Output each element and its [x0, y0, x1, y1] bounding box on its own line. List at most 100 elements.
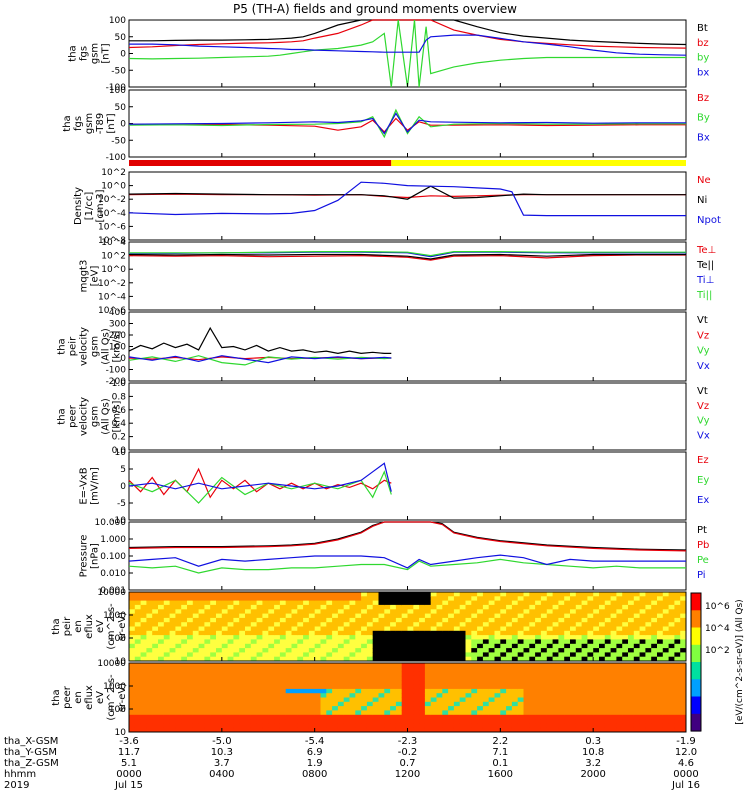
y-tick-label: 10000 [97, 588, 126, 598]
y-tick-label: -50 [111, 66, 126, 76]
legend-item: by [697, 53, 709, 64]
colorbar-segment [691, 644, 701, 663]
footer-row-label: 2019 [4, 780, 29, 791]
panel-peer-spectrogram: 10000 1000 100 10 tha peer en eflux eV (cm^2-s-sr… [51, 659, 687, 738]
legend-item: Npot [697, 215, 721, 226]
footer-value: 7.1 [492, 747, 508, 758]
y-tick-label: 0.001 [100, 586, 126, 596]
legend-item: By [697, 113, 710, 124]
footer-value: 1.9 [307, 758, 323, 769]
y-axis-label: gsm [90, 43, 101, 64]
y-axis-label: [km/s] [112, 330, 123, 362]
series-Pe [128, 558, 686, 574]
panel-e-field: 10 5 0 -5 -10 E=-VxB [mV/m] Ez Ey Ex [79, 448, 710, 526]
series-Pb [128, 521, 687, 552]
legend-item: Ez [697, 455, 709, 466]
y-tick-label: 10^-6 [98, 222, 126, 232]
footer-value: 5.1 [121, 758, 137, 769]
y-tick-label: 100 [109, 16, 126, 26]
y-tick-label: 10^-2 [98, 279, 126, 289]
series-Vt [128, 326, 392, 355]
y-axis-label: Pressure [79, 535, 90, 578]
y-axis-label: [nPa] [90, 543, 101, 569]
y-tick-label: 400 [109, 308, 126, 318]
y-axis-label: peer [62, 685, 73, 709]
y-tick-label: 10^-6 [98, 306, 126, 316]
legend-item: Bx [697, 132, 710, 143]
y-tick-label: 10^-4 [98, 209, 126, 219]
footer-value: -1.9 [676, 736, 696, 747]
panel-pressure: 10.000 1.000 0.100 0.010 0.001 Pressure [nPa] P… [79, 518, 710, 596]
legend-item: bx [697, 67, 709, 78]
y-axis-label: [nT] [106, 113, 117, 133]
y-tick-label: 10^-8 [98, 236, 126, 246]
y-tick-label: -10 [111, 516, 126, 526]
legend-item: Ni [697, 195, 707, 206]
legend-item: Ne [697, 175, 711, 186]
series-bx [129, 34, 687, 56]
footer-value: Jul 15 [114, 780, 143, 791]
series-Bx [128, 112, 686, 135]
footer-row-label: tha_Z-GSM [4, 758, 59, 769]
y-tick-label: 10 [115, 448, 127, 458]
panel-density: 10^2 10^0 10^-2 10^-4 10^-6 10^-8 Density [1/cc… [73, 168, 721, 246]
series-Bt [129, 19, 687, 46]
y-axis-label: en [73, 620, 84, 633]
status-bar-red [129, 160, 392, 166]
series-Npot [128, 181, 686, 217]
colorbar-tick: 10^2 [705, 646, 730, 656]
footer-value: -2.3 [398, 736, 418, 747]
footer-value: 10.8 [582, 747, 604, 758]
status-bar-yellow [391, 160, 686, 166]
legend-item: Ti|| [696, 290, 712, 301]
y-axis-label: [km/s] [112, 400, 123, 432]
y-axis-label: peir [68, 336, 79, 356]
legend-item: Te|| [696, 260, 714, 271]
y-tick-label: 10^0 [101, 182, 126, 192]
y-tick-label: 0.0 [112, 446, 127, 456]
y-tick-label: 10^-4 [98, 292, 126, 302]
y-axis-label: [mV/m] [90, 467, 101, 505]
y-axis-label: mqgt3 [79, 260, 90, 293]
legend-item: Vz [697, 401, 709, 412]
footer-value: 2.2 [492, 736, 508, 747]
y-tick-label: 0 [120, 482, 126, 492]
footer-value: 3.7 [214, 758, 230, 769]
y-axis-label: tha [51, 689, 62, 705]
colorbar-segment [691, 713, 701, 732]
legend-item: Vx [697, 361, 710, 372]
legend-item: Bt [697, 23, 708, 34]
footer-value: 0.7 [400, 758, 416, 769]
series-Pi [128, 554, 686, 569]
y-axis-label: (cm^2-s- [106, 603, 117, 650]
y-axis-label: gsm [90, 406, 101, 427]
colorbar-segment [691, 627, 701, 646]
series-By [128, 108, 686, 139]
y-axis-label: velocity [79, 327, 90, 366]
legend-item: Pi [697, 570, 706, 581]
spectrogram-peer [129, 663, 687, 733]
y-tick-label: 10^0 [101, 265, 126, 275]
y-axis-label: gsm [90, 336, 101, 357]
colorbar-frame [690, 592, 702, 732]
legend-item: Vt [697, 386, 708, 397]
footer-row-label: tha_Y-GSM [4, 747, 57, 758]
footer-value: 1600 [488, 769, 513, 780]
y-tick-label: 5 [120, 465, 126, 475]
y-axis-label: (All Qs) [101, 398, 112, 435]
y-axis-label: en [73, 691, 84, 704]
colorbar-segment [691, 696, 701, 715]
y-tick-label: 50 [115, 33, 127, 43]
footer-value: 0.3 [585, 736, 601, 747]
colorbar-tick: 10^6 [705, 602, 730, 612]
legend-item: Ey [697, 475, 709, 486]
footer-value: 4.6 [678, 758, 694, 769]
series-Ti [129, 251, 686, 257]
y-tick-label: 10^-2 [98, 195, 126, 205]
y-axis-label: E=-VxB [79, 467, 90, 504]
y-axis-label: [1/cc] [84, 192, 95, 221]
panel-fgs-gsm-t89: 100 50 0 -50 -100 tha fgs gsm -T89 [nT] Bz By Bx [62, 86, 710, 163]
y-axis-label: [eV] [90, 266, 101, 287]
footer-value: 0800 [302, 769, 327, 780]
footer-value: -5.0 [212, 736, 232, 747]
